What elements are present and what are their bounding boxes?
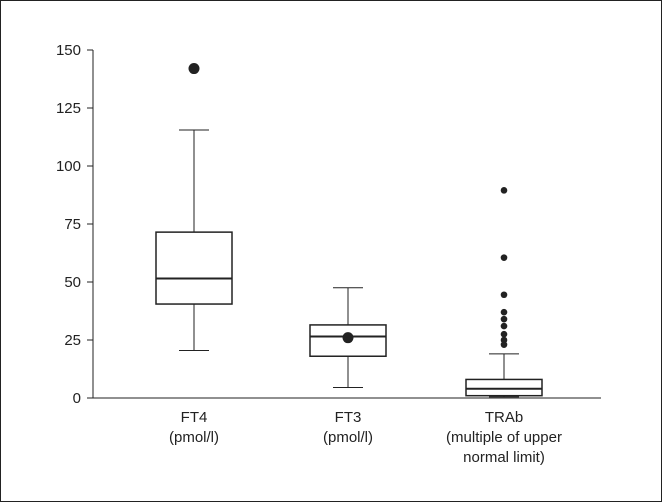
outlier-point: [500, 254, 508, 261]
category-label-ft3: FT3 (pmol/l): [248, 408, 448, 448]
y-tick-label: 100: [56, 158, 81, 175]
box-iqr: [465, 378, 543, 397]
outlier-point: [188, 63, 200, 75]
box-group: [465, 187, 543, 398]
category-label-line: (pmol/l): [168, 429, 219, 446]
category-label-line: (multiple of upper: [446, 429, 562, 446]
y-tick-label: 0: [73, 390, 81, 407]
category-label-line: normal limit): [463, 449, 545, 466]
y-tick-label: 50: [64, 274, 81, 291]
outlier-point: [500, 336, 508, 344]
mean-marker: [342, 332, 354, 344]
category-label-line: FT3: [334, 409, 362, 426]
axes: 0 25 50 75 100 125 150: [56, 42, 601, 407]
box-marks: [155, 63, 543, 398]
category-label-line: TRAb: [484, 409, 524, 426]
box-group: [309, 287, 387, 389]
category-label-trab: TRAb (multiple of upper normal limit): [404, 408, 604, 468]
category-label-line: (pmol/l): [322, 429, 373, 446]
category-label-ft4: FT4 (pmol/l): [94, 408, 294, 448]
y-tick-label: 125: [56, 100, 81, 117]
y-tick-label: 75: [64, 216, 81, 233]
box-iqr: [155, 231, 233, 305]
box-group: [155, 63, 233, 351]
y-tick-label: 150: [56, 42, 81, 59]
outlier-point: [500, 330, 508, 338]
outlier-point: [500, 341, 508, 348]
y-tick-label: 25: [64, 332, 81, 349]
outlier-point: [500, 187, 508, 194]
outlier-point: [500, 315, 508, 323]
outlier-point: [500, 291, 508, 299]
outlier-point: [500, 322, 508, 330]
outlier-point: [500, 308, 508, 316]
category-label-line: FT4: [180, 409, 208, 426]
